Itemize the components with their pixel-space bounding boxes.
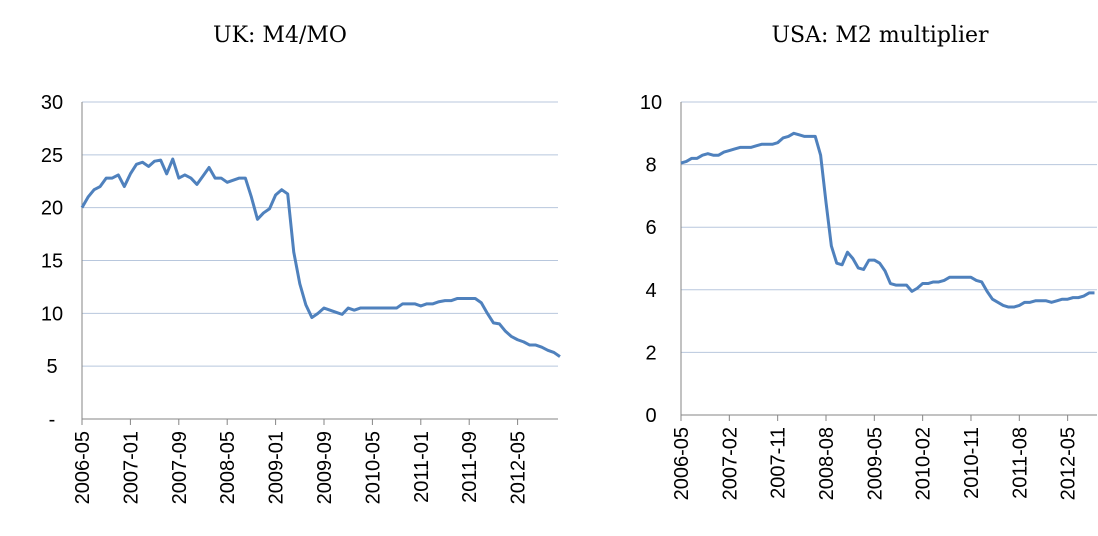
x-tick-label: 2010-02 bbox=[913, 427, 935, 500]
y-tick-label: 5 bbox=[46, 356, 57, 378]
x-tick-label: 2012-05 bbox=[1058, 427, 1080, 500]
x-tick-label: 2012-05 bbox=[508, 431, 530, 504]
x-tick-label: 2009-05 bbox=[864, 427, 886, 500]
y-tick-label: 8 bbox=[645, 155, 656, 177]
x-tick-label: 2006-05 bbox=[72, 431, 94, 504]
chart-title: USA: M2 multiplier bbox=[771, 23, 989, 48]
x-tick-label: 2010-11 bbox=[961, 427, 983, 499]
x-tick-label: 2011-08 bbox=[1009, 427, 1031, 499]
y-tick-label: 15 bbox=[41, 251, 63, 273]
x-tick-label: 2011-09 bbox=[459, 431, 481, 503]
data-line bbox=[680, 131, 1095, 309]
data-line bbox=[80, 157, 561, 358]
y-tick-label: 10 bbox=[640, 92, 662, 114]
y-tick-label: 2 bbox=[645, 342, 656, 364]
x-tick-label: 2008-08 bbox=[816, 427, 838, 500]
chart-title: UK: M4/MO bbox=[213, 23, 347, 48]
x-tick-label: 2011-01 bbox=[411, 431, 433, 503]
x-tick-label: 2007-02 bbox=[719, 427, 741, 500]
y-tick-label: 25 bbox=[41, 145, 63, 167]
x-tick-label: 2006-05 bbox=[671, 427, 693, 500]
x-tick-label: 2010-05 bbox=[362, 431, 384, 504]
x-tick-label: 2007-09 bbox=[169, 431, 191, 504]
x-tick-label: 2007-01 bbox=[120, 431, 142, 504]
x-tick-label: 2009-09 bbox=[314, 431, 336, 504]
y-tick-label: 20 bbox=[41, 198, 63, 220]
y-tick-label: 30 bbox=[41, 92, 63, 114]
y-tick-label: 0 bbox=[645, 405, 656, 427]
x-tick-label: 2009-01 bbox=[266, 431, 288, 504]
x-tick-label: 2007-11 bbox=[768, 427, 790, 499]
y-tick-label: - bbox=[49, 409, 56, 431]
x-tick-label: 2008-05 bbox=[217, 431, 239, 504]
y-tick-label: 10 bbox=[41, 303, 63, 325]
y-tick-label: 6 bbox=[645, 217, 656, 239]
y-tick-label: 4 bbox=[645, 280, 656, 302]
